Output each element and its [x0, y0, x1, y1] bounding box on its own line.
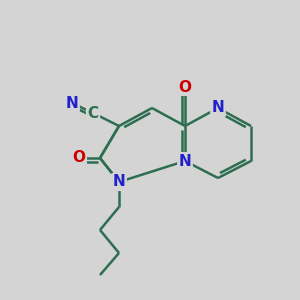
- Text: C: C: [87, 106, 99, 121]
- Text: N: N: [178, 154, 191, 169]
- Text: N: N: [66, 95, 78, 110]
- Text: O: O: [73, 151, 85, 166]
- Text: O: O: [178, 80, 191, 94]
- Text: N: N: [112, 175, 125, 190]
- Text: N: N: [212, 100, 224, 116]
